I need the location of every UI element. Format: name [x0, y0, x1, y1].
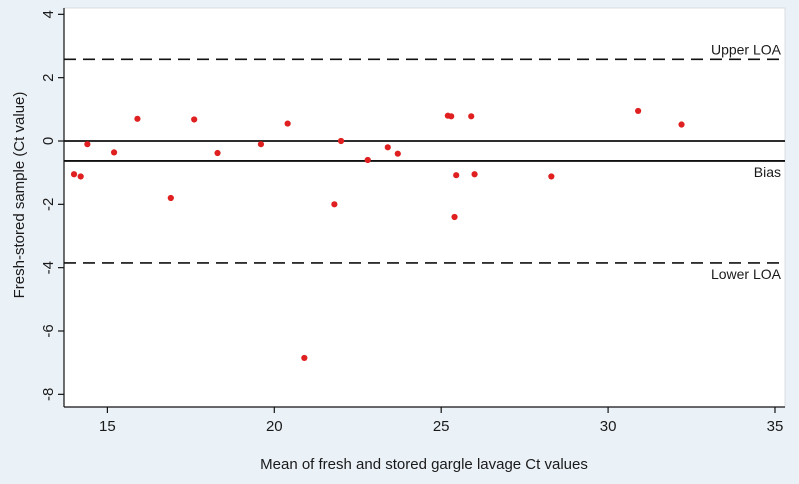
x-tick-label-0: 15 — [99, 418, 116, 435]
data-point-22 — [548, 173, 555, 180]
y-tick-label-0: -8 — [40, 388, 57, 401]
reference-lines: Upper LOA Bias Lower LOA — [64, 41, 785, 282]
data-point-1 — [77, 173, 84, 180]
data-point-2 — [84, 141, 91, 148]
x-axis-title: Mean of fresh and stored gargle lavage C… — [260, 456, 588, 473]
data-point-6 — [191, 116, 198, 123]
data-point-24 — [678, 121, 685, 128]
data-point-12 — [337, 137, 345, 145]
x-tick-label-1: 20 — [266, 418, 283, 435]
y-tick-label-4: 0 — [40, 137, 57, 145]
x-tick-label-4: 35 — [767, 418, 784, 435]
reference-line-label-0: Upper LOA — [711, 41, 782, 57]
data-points — [70, 107, 685, 362]
data-point-18 — [451, 213, 458, 221]
data-point-11 — [331, 201, 338, 208]
data-point-17 — [448, 113, 455, 120]
data-point-9 — [284, 120, 291, 127]
data-point-14 — [384, 144, 391, 151]
data-point-21 — [471, 171, 478, 178]
data-point-15 — [394, 150, 401, 157]
data-point-7 — [214, 149, 221, 157]
y-tick-label-6: 4 — [40, 10, 57, 18]
data-point-23 — [635, 107, 642, 115]
y-tick-label-3: -2 — [40, 198, 57, 211]
data-point-13 — [364, 156, 371, 164]
y-tick-label-5: 2 — [40, 73, 57, 81]
x-tick-label-3: 30 — [600, 418, 617, 435]
data-point-5 — [167, 194, 174, 202]
data-point-10 — [301, 354, 308, 362]
data-point-3 — [110, 149, 118, 156]
plot-area — [63, 7, 786, 408]
data-point-19 — [453, 172, 460, 179]
data-point-4 — [134, 115, 141, 122]
axes: -8 -6 -4 -2 0 2 4 15 20 25 30 35 — [40, 8, 785, 435]
reference-line-label-3: Lower LOA — [711, 266, 782, 282]
data-point-8 — [257, 141, 265, 148]
y-axis-title: Fresh-stored sample (Ct value) — [11, 92, 28, 299]
y-tick-label-2: -4 — [40, 261, 57, 274]
data-point-20 — [468, 113, 475, 120]
y-tick-label-1: -6 — [40, 324, 57, 337]
x-tick-label-2: 25 — [433, 418, 450, 435]
data-point-0 — [70, 171, 78, 178]
reference-line-label-2: Bias — [754, 164, 781, 180]
